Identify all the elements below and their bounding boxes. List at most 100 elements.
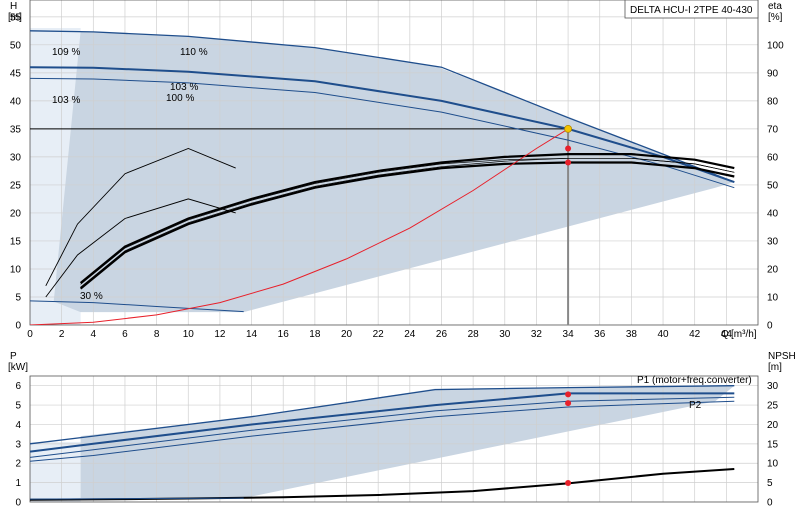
speed-label: 100 % [166, 93, 194, 104]
x-tick-label: 36 [594, 329, 606, 340]
y-left-tick-label: 35 [10, 124, 22, 135]
speed-label: 110 % [180, 47, 208, 58]
y-left-tick-label: 40 [10, 96, 22, 107]
operating-point [565, 145, 572, 152]
y-right-tick-label: 5 [767, 478, 773, 489]
x-tick-label: 12 [214, 329, 226, 340]
y-right-tick-label: 60 [767, 152, 779, 163]
y-left-tick-label: 0 [15, 321, 21, 332]
y-left-tick-label: 4 [15, 420, 21, 431]
operating-point [565, 480, 572, 487]
power-curve-low [30, 497, 244, 500]
y-left-tick-label: 5 [15, 401, 21, 412]
bottom-plot-frame [29, 375, 759, 503]
duty-point [564, 124, 572, 133]
x-tick-label: 26 [436, 329, 448, 340]
efficiency-curve-low-1 [45, 148, 236, 287]
speed-label: 103 % [170, 82, 198, 93]
series-label-p1: P1 (motor+freq.converter) [637, 375, 752, 386]
curve-103-percent [30, 66, 735, 184]
operating-point [565, 400, 572, 407]
y-left-tick-label: 1 [15, 478, 21, 489]
y-right-tick-label: 90 [767, 68, 779, 79]
operating-area [53, 31, 735, 313]
series-label-p2: P2 [689, 400, 702, 411]
x-tick-label: 30 [499, 329, 511, 340]
y-right-tick-label: 70 [767, 124, 779, 135]
x-tick-label: 0 [27, 329, 33, 340]
power-curve-mid [30, 396, 735, 458]
top-grid [30, 0, 758, 325]
bottom-curves [30, 385, 735, 501]
x-tick-label: 16 [278, 329, 290, 340]
y-right-tick-label: 0 [767, 321, 773, 332]
x-tick-label: 24 [404, 329, 416, 340]
y-left-tick-label: 25 [10, 180, 22, 191]
curve-100-percent [30, 77, 735, 189]
y-right-axis-unit: [m] [768, 362, 782, 373]
speed-label: 30 % [80, 291, 103, 302]
y-right-tick-label: 20 [767, 420, 779, 431]
y-right-tick-label: 30 [767, 236, 779, 247]
x-tick-label: 8 [154, 329, 160, 340]
y-right-tick-label: 100 [767, 40, 784, 51]
x-tick-label: 34 [563, 329, 575, 340]
x-tick-label: 4 [91, 329, 97, 340]
y-left-tick-label: 5 [15, 292, 21, 303]
x-tick-label: 14 [246, 329, 258, 340]
y-left-tick-label: 10 [10, 264, 22, 275]
power-npsh-panel: 0 1 2 3 4 5 6 0 5 10 15 20 25 30 P[kW] NPSH[m] P1 (motor… [8, 351, 796, 509]
power-curve-p1 [30, 392, 735, 453]
operating-point [565, 159, 572, 166]
chart-title: DELTA HCU-I 2TPE 40-430 [630, 5, 753, 16]
speed-label: 109 % [52, 47, 80, 58]
y-right-axis-label: NPSH [768, 351, 796, 362]
y-right-tick-label: 25 [767, 401, 779, 412]
x-tick-label: 38 [626, 329, 638, 340]
y-right-tick-label: 15 [767, 439, 779, 450]
x-tick-label: 22 [373, 329, 385, 340]
y-right-axis-unit: [%] [768, 12, 783, 23]
y-right-tick-label: 50 [767, 180, 779, 191]
y-left-tick-label: 2 [15, 459, 21, 470]
y-left-tick-label: 50 [10, 40, 22, 51]
x-tick-label: 18 [309, 329, 321, 340]
power-curve-p2 [30, 400, 735, 462]
x-tick-label: 6 [122, 329, 128, 340]
title-box [624, 0, 759, 19]
y-right-tick-label: 0 [767, 498, 773, 509]
x-tick-label: 20 [341, 329, 353, 340]
head-efficiency-panel: 109 % 110 %103 %103 % 100 %30 %0 2 4 6 8 10 12 14… [8, 0, 784, 340]
curve-110-percent [30, 30, 735, 183]
y-left-tick-label: 45 [10, 68, 22, 79]
efficiency-curve-1 [79, 153, 735, 284]
system-curve [30, 128, 569, 325]
x-tick-label: 2 [59, 329, 65, 340]
curve-30-percent [30, 300, 244, 313]
efficiency-curve-2 [79, 161, 735, 290]
efficiency-curve-inner [80, 157, 735, 285]
y-right-tick-label: 80 [767, 96, 779, 107]
y-left-axis-unit: [m] [8, 12, 22, 23]
x-tick-label: 10 [183, 329, 195, 340]
y-left-tick-label: 30 [10, 152, 22, 163]
x-tick-label: 28 [468, 329, 480, 340]
x-axis-unit: [m³/h] [731, 329, 757, 340]
x-tick-label: 40 [657, 329, 669, 340]
speed-label: 103 % [52, 95, 80, 106]
y-left-tick-label: 0 [15, 498, 21, 509]
y-right-tick-label: 20 [767, 264, 779, 275]
top-curves [30, 30, 735, 325]
y-left-tick-label: 20 [10, 208, 22, 219]
top-plot-frame [29, 0, 759, 326]
operating-area [80, 385, 735, 499]
y-left-axis-unit: [kW] [8, 362, 28, 373]
y-left-tick-label: 15 [10, 236, 22, 247]
y-left-tick-label: 6 [15, 381, 21, 392]
x-tick-label: 42 [689, 329, 701, 340]
operating-point [565, 391, 572, 398]
y-left-axis-label: P [10, 351, 17, 362]
y-right-axis-label: eta [768, 1, 782, 12]
y-right-tick-label: 10 [767, 292, 779, 303]
